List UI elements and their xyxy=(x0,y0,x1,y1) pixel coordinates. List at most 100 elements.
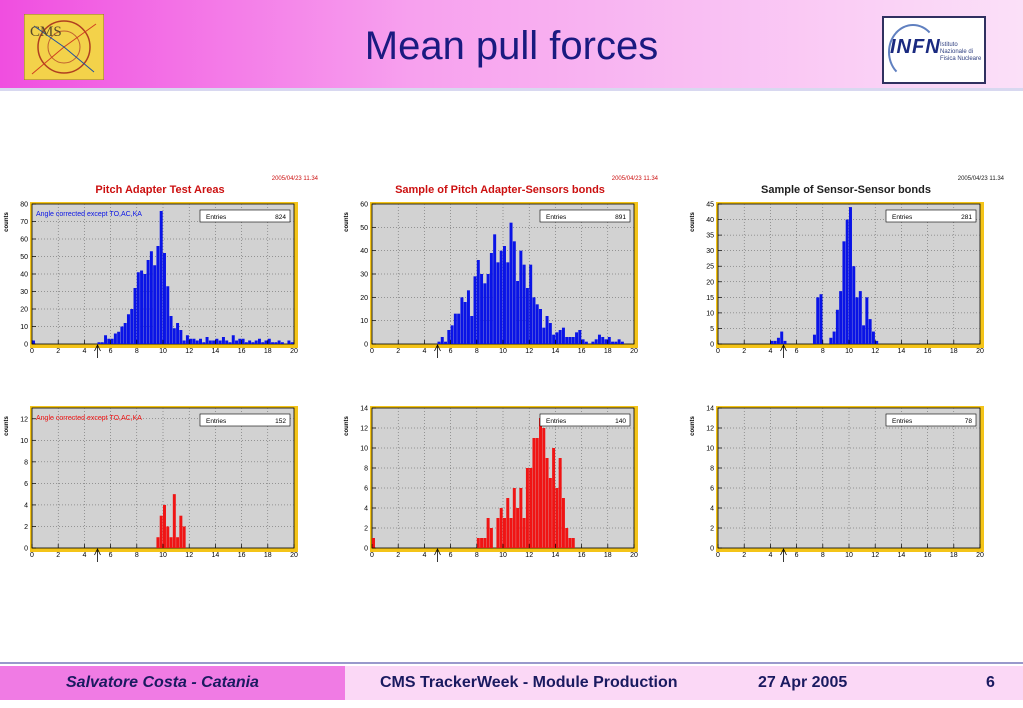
histogram-bar xyxy=(594,339,598,344)
x-tick-label: 6 xyxy=(449,552,453,559)
stats-entries-label: Entries xyxy=(206,214,227,221)
histogram-bar xyxy=(839,291,843,344)
x-tick-label: 8 xyxy=(475,348,479,355)
y-tick-label: 12 xyxy=(706,426,714,433)
histogram-bar xyxy=(277,340,281,344)
histogram-bar xyxy=(858,291,862,344)
histogram-bar xyxy=(480,274,484,344)
x-tick-label: 0 xyxy=(370,552,374,559)
histogram-bar xyxy=(163,504,166,548)
y-tick-label: 45 xyxy=(706,202,714,209)
histogram-bar xyxy=(865,297,869,344)
histogram-bar xyxy=(819,294,823,344)
y-tick-label: 80 xyxy=(20,202,28,209)
x-tick-label: 12 xyxy=(871,348,879,355)
x-tick-label: 18 xyxy=(950,552,958,559)
footer-right-band xyxy=(345,666,1023,700)
x-tick-label: 16 xyxy=(238,552,246,559)
y-tick-label: 15 xyxy=(706,295,714,302)
histogram-bar xyxy=(238,338,242,344)
x-tick-label: 20 xyxy=(976,348,984,355)
x-tick-label: 8 xyxy=(821,552,825,559)
x-tick-label: 4 xyxy=(422,348,426,355)
threshold-arrowhead xyxy=(434,548,441,556)
histogram-bar xyxy=(172,494,176,548)
histogram-bar xyxy=(457,313,461,344)
x-tick-label: 0 xyxy=(370,348,374,355)
x-tick-label: 12 xyxy=(871,552,879,559)
y-tick-label: 8 xyxy=(24,459,28,466)
histogram-bar xyxy=(558,458,562,548)
histogram-bar xyxy=(202,342,206,344)
histogram-bar xyxy=(548,478,552,548)
histogram-bar xyxy=(571,337,575,344)
x-tick-label: 6 xyxy=(449,348,453,355)
histogram-bar xyxy=(143,274,147,344)
histogram-bar xyxy=(241,338,245,344)
x-tick-label: 8 xyxy=(821,348,825,355)
histogram-bar xyxy=(601,337,605,344)
stats-entries-value: 891 xyxy=(615,214,626,221)
histogram-bar xyxy=(868,319,872,344)
histogram-bar xyxy=(525,468,529,548)
histogram-bar xyxy=(486,518,490,548)
histogram-bar xyxy=(539,309,542,344)
histogram-bar xyxy=(208,340,212,344)
histogram-pitch-adapter-test-areas-recent: 02468101214161820024681012countsMean for… xyxy=(4,406,298,562)
histogram-bar xyxy=(176,323,180,344)
y-axis-label: counts xyxy=(690,416,696,436)
header-divider xyxy=(0,88,1023,91)
x-tick-label: 2 xyxy=(396,348,400,355)
histogram-bar xyxy=(205,337,209,344)
stats-entries-label: Entries xyxy=(206,418,227,425)
x-tick-label: 4 xyxy=(82,348,86,355)
histogram-bar xyxy=(163,253,166,344)
histogram-bar xyxy=(506,498,510,548)
histogram-bar xyxy=(849,207,852,344)
y-tick-label: 2 xyxy=(710,526,714,533)
histogram-bar xyxy=(169,316,173,344)
histogram-pa-sensor-bonds-recent: 0246810121416182002468101214countsMean f… xyxy=(344,406,638,562)
histogram-bar xyxy=(545,458,549,548)
histogram-bar xyxy=(235,340,239,344)
histogram-bar xyxy=(535,304,539,344)
histogram-bar xyxy=(493,234,497,344)
histogram-bar xyxy=(489,528,493,548)
histogram-bar xyxy=(104,335,108,344)
stats-box xyxy=(885,413,977,427)
x-tick-label: 12 xyxy=(185,552,193,559)
histogram-bar xyxy=(548,323,552,344)
histogram-bar xyxy=(182,526,186,548)
histogram-bar xyxy=(496,262,500,344)
y-tick-label: 40 xyxy=(20,272,28,279)
x-tick-label: 12 xyxy=(525,552,533,559)
histogram-pitch-adapter-test-areas: 0 2 4 6 8 10 12 14 16 18 20 0 10 20 30 40 50 60 70 80 counts… xyxy=(4,176,319,358)
infn-logo-mark: INFN xyxy=(890,36,941,58)
histogram-bar xyxy=(832,331,836,344)
histogram-bar xyxy=(274,342,278,344)
y-tick-label: 4 xyxy=(364,506,368,513)
x-tick-label: 18 xyxy=(950,348,958,355)
y-tick-label: 20 xyxy=(360,295,368,302)
histogram-bar xyxy=(450,325,454,344)
stats-entries-value: 78 xyxy=(965,418,973,425)
x-tick-label: 20 xyxy=(630,348,638,355)
y-tick-label: 12 xyxy=(20,416,28,423)
y-tick-label: 50 xyxy=(360,225,368,232)
histogram-bar xyxy=(607,337,611,344)
histogram-bar xyxy=(195,340,199,344)
y-tick-label: 2 xyxy=(24,524,28,531)
histogram-bar xyxy=(614,341,618,344)
y-tick-label: 0 xyxy=(24,546,28,553)
y-tick-label: 30 xyxy=(20,289,28,296)
histogram-bar xyxy=(113,333,117,344)
histogram-bar xyxy=(862,325,866,344)
histogram-bar xyxy=(192,338,196,344)
x-tick-label: 8 xyxy=(135,552,139,559)
histogram-bar xyxy=(568,337,572,344)
histogram-bar xyxy=(568,538,572,548)
y-tick-label: 14 xyxy=(360,406,368,413)
stats-box xyxy=(199,209,291,223)
histogram-bar xyxy=(166,526,170,548)
footer-author: Salvatore Costa - Catania xyxy=(66,674,259,691)
